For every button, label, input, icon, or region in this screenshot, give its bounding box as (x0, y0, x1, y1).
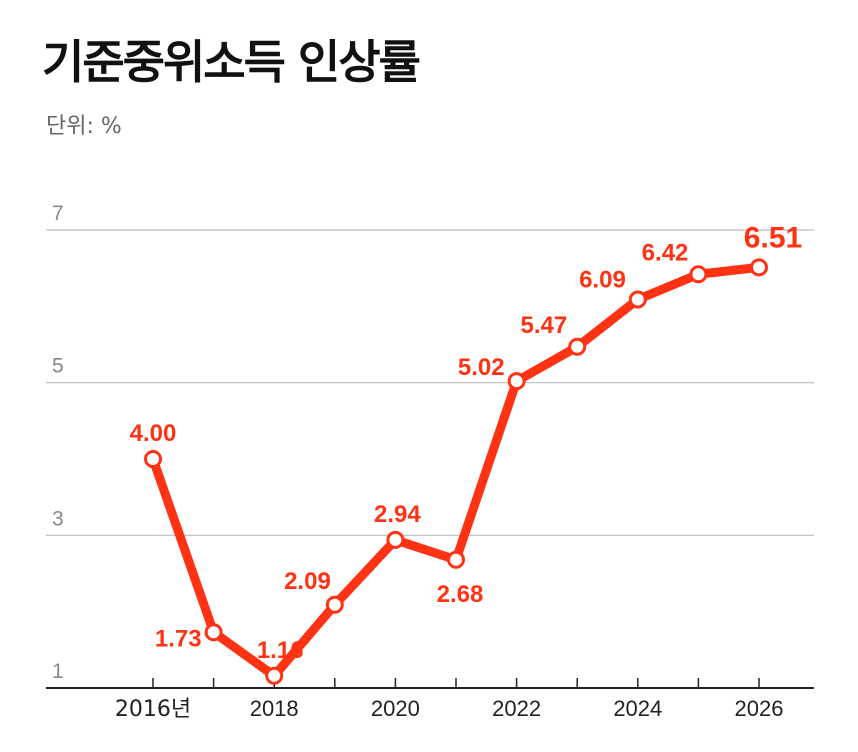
x-tick-label: 2020 (371, 696, 420, 721)
data-label: 6.42 (642, 239, 689, 266)
data-point (386, 530, 405, 549)
data-label: 5.47 (520, 312, 567, 339)
x-tick-label: 2018 (250, 696, 299, 721)
data-point (750, 258, 768, 277)
series-line-path (148, 262, 764, 681)
gridlines: 1 3 5 7 (46, 202, 814, 683)
data-label: 6.51 (744, 221, 802, 254)
x-tick-label: 2024 (613, 696, 662, 721)
x-tick-label: 2022 (492, 696, 541, 721)
data-point (447, 550, 465, 569)
x-axis: 2016년 2018 2020 2022 2024 2026 (46, 678, 814, 722)
data-label: 5.02 (458, 354, 505, 381)
y-tick-label: 3 (52, 507, 64, 530)
data-point (144, 450, 162, 468)
chart-title: 기준중위소득 인상률 (42, 35, 421, 89)
y-tick-label: 1 (52, 660, 64, 683)
x-tick-label: 2016년 (115, 697, 191, 722)
data-point (507, 372, 526, 391)
data-markers (144, 258, 768, 685)
data-label: 4.00 (130, 420, 177, 447)
data-label: 2.68 (437, 581, 484, 608)
y-tick-label: 5 (52, 355, 64, 378)
data-label: 1.73 (155, 625, 202, 652)
x-tick-label: 2026 (735, 696, 784, 721)
data-point (325, 595, 344, 614)
data-point (568, 337, 587, 356)
unit-label: 단위: % (46, 114, 122, 139)
data-labels: 4.00 1.73 1.16 2.09 2.94 2.68 5.02 5.47 6.09 6.42… (130, 221, 803, 663)
data-label: 1.16 (257, 637, 304, 664)
data-label: 2.94 (374, 501, 421, 528)
data-point (204, 623, 223, 642)
data-label: 2.09 (284, 568, 331, 595)
series-line (148, 262, 764, 681)
y-tick-label: 7 (52, 202, 64, 225)
data-label: 6.09 (579, 266, 626, 293)
data-point (689, 265, 708, 284)
data-point (265, 666, 284, 685)
data-point (628, 290, 647, 309)
